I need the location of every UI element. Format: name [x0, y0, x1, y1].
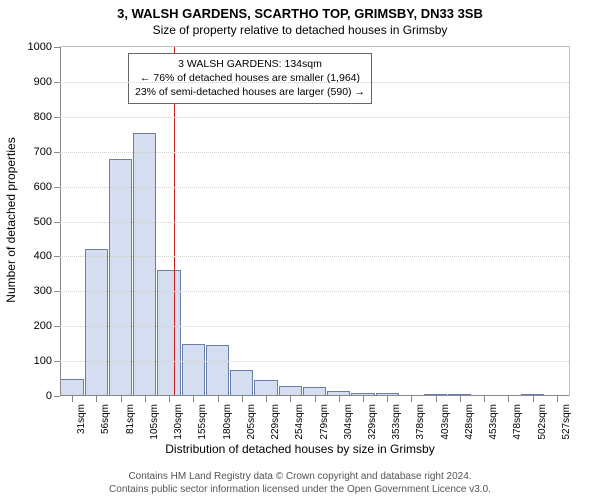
x-tick-label: 81sqm	[125, 404, 136, 434]
x-tick-label: 56sqm	[100, 404, 111, 434]
y-tick	[54, 187, 60, 188]
x-axis-label: Distribution of detached houses by size …	[0, 442, 600, 456]
x-tick	[484, 396, 485, 402]
x-tick	[290, 396, 291, 402]
annotation-line: 3 WALSH GARDENS: 134sqm	[135, 57, 365, 71]
footer: Contains HM Land Registry data © Crown c…	[0, 470, 600, 496]
x-tick-label: 130sqm	[173, 404, 184, 440]
x-tick-label: 353sqm	[391, 404, 402, 440]
y-tick	[54, 47, 60, 48]
y-tick	[54, 396, 60, 397]
y-tick-label: 200	[34, 320, 52, 332]
footer-line: Contains public sector information licen…	[0, 483, 600, 496]
y-tick-label: 900	[34, 76, 52, 88]
gridline	[60, 82, 569, 83]
x-tick	[315, 396, 316, 402]
x-tick-label: 378sqm	[415, 404, 426, 440]
x-tick	[145, 396, 146, 402]
x-tick-label: 453sqm	[488, 404, 499, 440]
x-tick	[508, 396, 509, 402]
x-tick	[387, 396, 388, 402]
x-tick-label: 254sqm	[294, 404, 305, 440]
x-tick	[363, 396, 364, 402]
y-axis-label: Number of detached properties	[4, 137, 18, 302]
histogram-bar	[157, 270, 180, 396]
y-tick-label: 800	[34, 111, 52, 123]
y-tick-label: 400	[34, 250, 52, 262]
gridline	[60, 187, 569, 188]
x-tick	[411, 396, 412, 402]
x-tick-label: 279sqm	[319, 404, 330, 440]
y-tick-label: 0	[46, 390, 52, 402]
gridline	[60, 256, 569, 257]
histogram-bar	[182, 344, 205, 396]
y-tick	[54, 291, 60, 292]
y-tick-label: 700	[34, 146, 52, 158]
gridline	[60, 291, 569, 292]
gridline	[60, 152, 569, 153]
x-tick	[533, 396, 534, 402]
gridline	[60, 326, 569, 327]
x-tick-label: 304sqm	[343, 404, 354, 440]
annotation-box: 3 WALSH GARDENS: 134sqm ← 76% of detache…	[128, 53, 372, 104]
y-tick	[54, 152, 60, 153]
x-tick-label: 180sqm	[222, 404, 233, 440]
x-tick-label: 527sqm	[561, 404, 572, 440]
x-tick-label: 329sqm	[367, 404, 378, 440]
x-tick	[96, 396, 97, 402]
y-tick-label: 500	[34, 216, 52, 228]
x-tick-label: 155sqm	[197, 404, 208, 440]
histogram-bar	[206, 345, 229, 396]
x-tick-label: 205sqm	[246, 404, 257, 440]
y-tick	[54, 222, 60, 223]
gridline	[60, 361, 569, 362]
histogram-bar	[60, 379, 83, 396]
annotation-line: 23% of semi-detached houses are larger (…	[135, 85, 365, 99]
x-tick	[169, 396, 170, 402]
y-tick-label: 100	[34, 355, 52, 367]
x-tick	[266, 396, 267, 402]
histogram-chart: 3 WALSH GARDENS: 134sqm ← 76% of detache…	[60, 46, 570, 396]
histogram-bar	[133, 133, 156, 396]
footer-line: Contains HM Land Registry data © Crown c…	[0, 470, 600, 483]
x-tick-label: 229sqm	[270, 404, 281, 440]
y-tick	[54, 82, 60, 83]
y-tick-label: 600	[34, 181, 52, 193]
y-tick	[54, 117, 60, 118]
x-tick-label: 428sqm	[464, 404, 475, 440]
gridline	[60, 117, 569, 118]
histogram-bar	[254, 380, 277, 396]
x-tick	[557, 396, 558, 402]
x-tick-label: 502sqm	[537, 404, 548, 440]
page-subtitle: Size of property relative to detached ho…	[0, 21, 600, 37]
y-tick-label: 1000	[28, 41, 52, 53]
x-tick-label: 31sqm	[76, 404, 87, 434]
page-title: 3, WALSH GARDENS, SCARTHO TOP, GRIMSBY, …	[0, 0, 600, 21]
x-tick-label: 105sqm	[149, 404, 160, 440]
y-tick-label: 300	[34, 285, 52, 297]
x-tick	[218, 396, 219, 402]
y-tick	[54, 361, 60, 362]
x-tick-label: 403sqm	[440, 404, 451, 440]
x-tick-label: 478sqm	[512, 404, 523, 440]
y-tick	[54, 326, 60, 327]
x-tick	[121, 396, 122, 402]
gridline	[60, 222, 569, 223]
histogram-bar	[85, 249, 108, 396]
x-tick	[72, 396, 73, 402]
x-tick	[460, 396, 461, 402]
annotation-line: ← 76% of detached houses are smaller (1,…	[135, 71, 365, 85]
x-tick	[193, 396, 194, 402]
y-tick	[54, 256, 60, 257]
x-tick	[339, 396, 340, 402]
x-tick	[436, 396, 437, 402]
histogram-bar	[230, 370, 253, 396]
x-tick	[242, 396, 243, 402]
